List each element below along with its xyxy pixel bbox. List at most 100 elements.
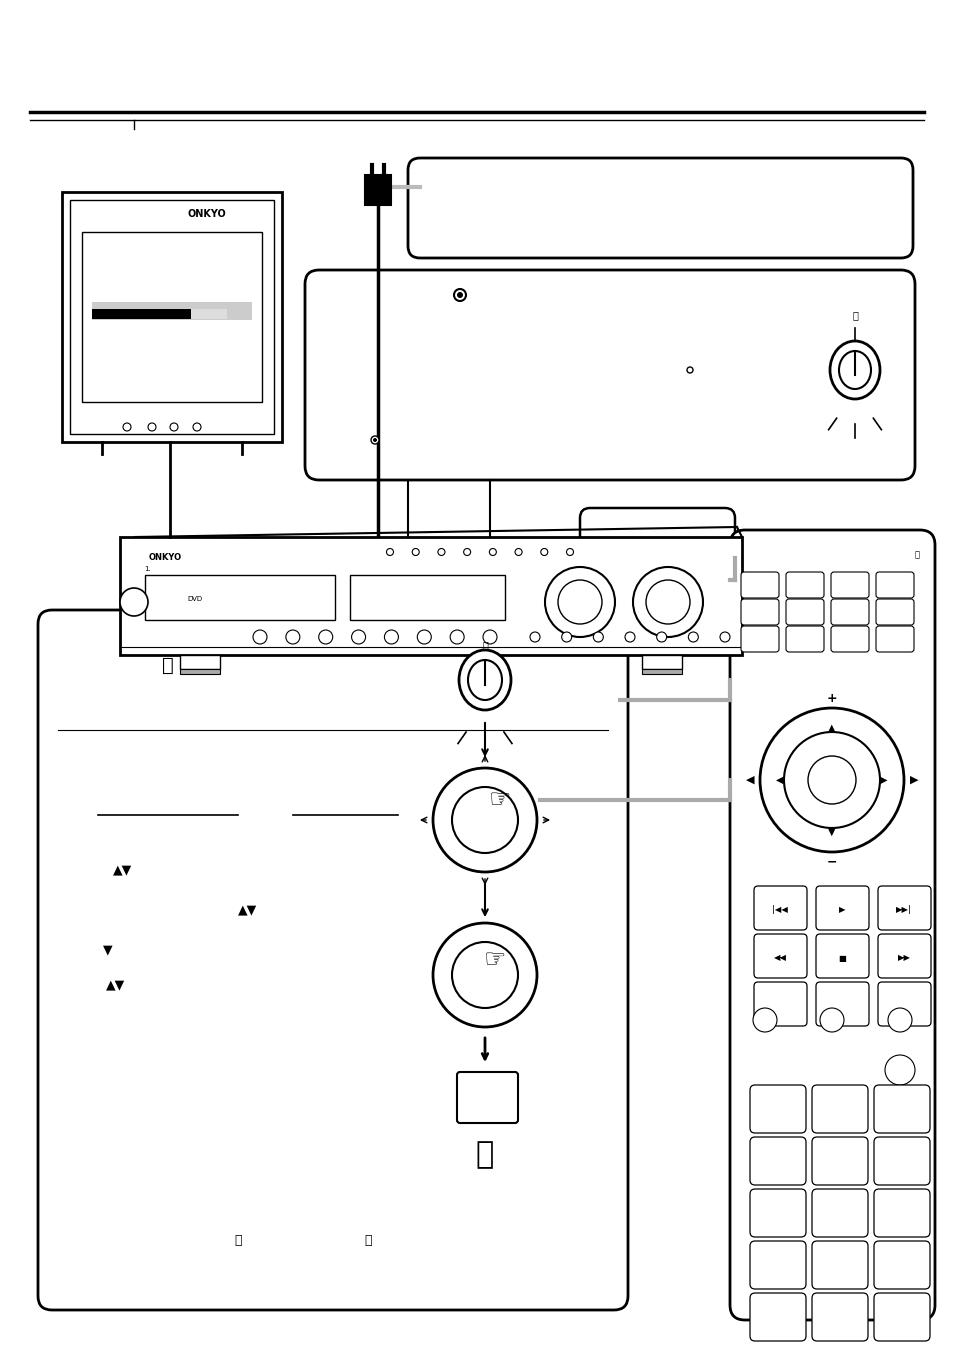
Bar xyxy=(641,655,681,669)
Text: ONKYO: ONKYO xyxy=(188,209,226,219)
Text: ▶▶: ▶▶ xyxy=(897,954,909,962)
Circle shape xyxy=(760,708,903,852)
FancyBboxPatch shape xyxy=(753,982,806,1025)
Circle shape xyxy=(656,632,666,642)
FancyBboxPatch shape xyxy=(815,982,868,1025)
Circle shape xyxy=(720,632,729,642)
Bar xyxy=(62,192,282,442)
Circle shape xyxy=(123,423,131,431)
Bar xyxy=(180,669,220,674)
Circle shape xyxy=(253,630,267,644)
Circle shape xyxy=(752,1008,776,1032)
Circle shape xyxy=(386,549,393,555)
Text: ◀: ◀ xyxy=(745,775,754,785)
FancyBboxPatch shape xyxy=(305,270,914,480)
Circle shape xyxy=(452,942,517,1008)
Bar xyxy=(70,200,274,434)
FancyBboxPatch shape xyxy=(811,1293,867,1342)
Circle shape xyxy=(593,632,602,642)
Text: +: + xyxy=(826,692,837,704)
Text: ▲▼: ▲▼ xyxy=(106,978,125,992)
Text: ᗒ: ᗒ xyxy=(162,655,173,674)
FancyBboxPatch shape xyxy=(408,158,912,258)
Bar xyxy=(91,303,252,320)
FancyBboxPatch shape xyxy=(830,626,868,653)
FancyBboxPatch shape xyxy=(740,571,779,598)
Text: ᗒ: ᗒ xyxy=(234,1233,241,1247)
FancyBboxPatch shape xyxy=(740,626,779,653)
FancyBboxPatch shape xyxy=(579,508,734,558)
FancyBboxPatch shape xyxy=(875,571,913,598)
Circle shape xyxy=(318,630,333,644)
Text: ▲▼: ▲▼ xyxy=(112,863,132,877)
FancyBboxPatch shape xyxy=(877,886,930,929)
Circle shape xyxy=(456,292,462,299)
Bar xyxy=(82,232,262,403)
Text: ☞: ☞ xyxy=(483,948,506,971)
Text: |◀◀: |◀◀ xyxy=(771,905,787,915)
Circle shape xyxy=(193,423,201,431)
Text: ◀: ◀ xyxy=(776,775,783,785)
Circle shape xyxy=(433,767,537,871)
Text: ▶: ▶ xyxy=(909,775,918,785)
Circle shape xyxy=(371,436,378,444)
FancyBboxPatch shape xyxy=(456,1071,517,1123)
Circle shape xyxy=(437,549,444,555)
FancyBboxPatch shape xyxy=(785,626,823,653)
Bar xyxy=(91,309,191,319)
FancyBboxPatch shape xyxy=(811,1085,867,1133)
Text: ▶▶|: ▶▶| xyxy=(895,905,911,915)
Text: −: − xyxy=(826,855,837,869)
Circle shape xyxy=(482,630,497,644)
FancyBboxPatch shape xyxy=(873,1189,929,1238)
Circle shape xyxy=(352,630,365,644)
Ellipse shape xyxy=(838,351,870,389)
Circle shape xyxy=(454,289,465,301)
Circle shape xyxy=(489,549,496,555)
Bar xyxy=(641,669,681,674)
Circle shape xyxy=(286,630,299,644)
Circle shape xyxy=(887,1008,911,1032)
Circle shape xyxy=(783,732,879,828)
Circle shape xyxy=(566,549,573,555)
FancyBboxPatch shape xyxy=(873,1138,929,1185)
Bar xyxy=(180,655,220,669)
Text: DVD: DVD xyxy=(187,596,202,603)
Text: ᗒ: ᗒ xyxy=(914,550,919,559)
FancyBboxPatch shape xyxy=(785,598,823,626)
Circle shape xyxy=(463,549,470,555)
Circle shape xyxy=(645,580,689,624)
Text: ☞: ☞ xyxy=(488,788,511,812)
Text: ▲: ▲ xyxy=(827,723,835,734)
FancyBboxPatch shape xyxy=(873,1242,929,1289)
Text: ◀◀: ◀◀ xyxy=(773,954,785,962)
Text: ▼: ▼ xyxy=(103,943,112,957)
FancyBboxPatch shape xyxy=(811,1138,867,1185)
Text: ▲▼: ▲▼ xyxy=(237,904,257,916)
Circle shape xyxy=(561,632,571,642)
Circle shape xyxy=(450,630,464,644)
FancyBboxPatch shape xyxy=(785,571,823,598)
Circle shape xyxy=(148,423,156,431)
FancyBboxPatch shape xyxy=(877,982,930,1025)
Circle shape xyxy=(558,580,601,624)
Bar xyxy=(365,176,391,205)
Text: ▶: ▶ xyxy=(838,905,844,915)
Circle shape xyxy=(820,1008,843,1032)
Circle shape xyxy=(884,1055,914,1085)
Circle shape xyxy=(373,438,376,442)
FancyBboxPatch shape xyxy=(729,530,934,1320)
Circle shape xyxy=(452,788,517,852)
FancyBboxPatch shape xyxy=(875,626,913,653)
FancyBboxPatch shape xyxy=(753,934,806,978)
FancyBboxPatch shape xyxy=(815,934,868,978)
Ellipse shape xyxy=(829,340,879,399)
Text: ᗒ: ᗒ xyxy=(364,1233,372,1247)
Circle shape xyxy=(540,549,547,555)
FancyBboxPatch shape xyxy=(815,886,868,929)
Circle shape xyxy=(686,367,692,373)
Circle shape xyxy=(530,632,539,642)
FancyBboxPatch shape xyxy=(749,1189,805,1238)
FancyBboxPatch shape xyxy=(38,611,627,1310)
FancyBboxPatch shape xyxy=(830,571,868,598)
